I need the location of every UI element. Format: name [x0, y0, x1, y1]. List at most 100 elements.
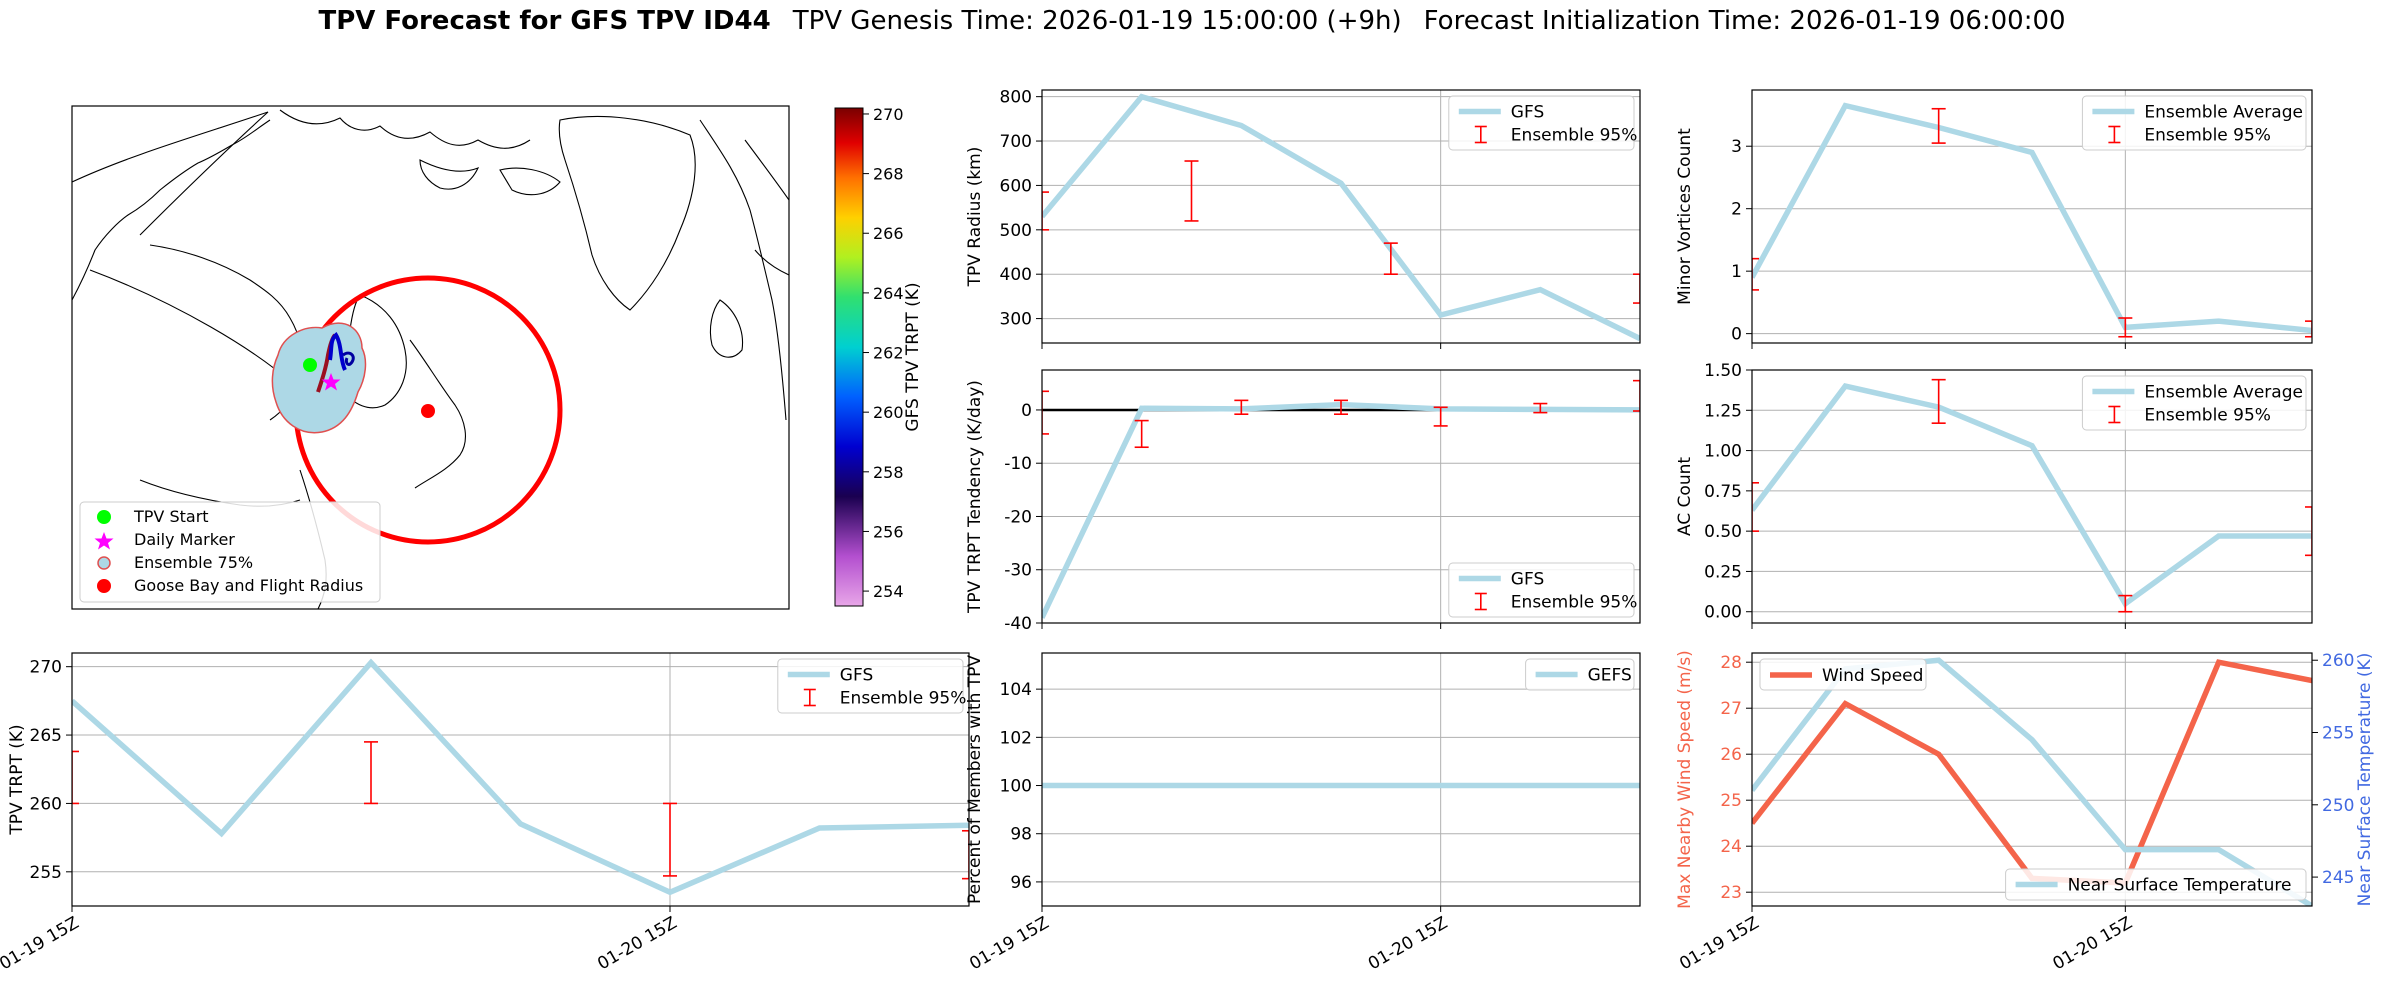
colorbar-gradient	[834, 107, 864, 607]
errorbar	[2305, 320, 2312, 338]
ytick-label: 98	[1010, 825, 1032, 845]
map-coast-northwest	[72, 119, 271, 301]
errorbar	[1752, 257, 1759, 291]
legend-goose-bay-label: Goose Bay and Flight Radius	[134, 576, 363, 595]
legend-label: GFS	[840, 666, 873, 686]
ytick-label: 2	[1731, 200, 1742, 220]
errorbar	[2305, 506, 2312, 557]
legend-label: Ensemble 95%	[2144, 126, 2271, 146]
legend-goose-bay-icon	[97, 579, 111, 593]
ytick-label: 1.25	[1704, 401, 1742, 421]
chart-wind-temperature: 23 24 25 26 27 28 01-19 15Z 01-20 15Z Max Nearby…	[1675, 650, 2375, 974]
y2tick-label: 255	[2322, 724, 2354, 744]
errorbar	[1234, 399, 1249, 416]
legend-label: Near Surface Temperature	[2068, 876, 2292, 896]
colorbar-tick-label: 260	[873, 403, 904, 422]
legend-daily-marker-label: Daily Marker	[134, 530, 235, 549]
ytick-label: 600	[1000, 176, 1032, 196]
errorbar	[663, 802, 677, 877]
ytick-label: 1	[1731, 262, 1742, 282]
map-panel: TPV Start Daily Marker Ensemble 75% Goos…	[71, 105, 790, 610]
legend-box	[1759, 658, 1927, 691]
map-boundary-arc	[139, 111, 269, 236]
plot-area	[1042, 93, 1640, 342]
ytick-label: 400	[1000, 265, 1032, 285]
errorbar	[1042, 191, 1049, 231]
errorbar	[1433, 406, 1448, 427]
legend-label: Ensemble 95%	[840, 689, 967, 709]
chart-trpt-tendency: -40 -30 -20 -10 0 TPV TRPT Tendency (K/day) GF…	[965, 369, 1641, 634]
tpv-track-late	[328, 331, 347, 371]
map-border-europe	[744, 139, 789, 201]
xtick-label: 01-19 15Z	[966, 913, 1052, 974]
colorbar-tick-label: 262	[873, 344, 904, 363]
legend-label: GFS	[1511, 103, 1544, 123]
ytick-label: -30	[1004, 561, 1032, 581]
ytick-label: 25	[1720, 791, 1742, 811]
series-line-gfs	[72, 658, 969, 896]
ytick-label: 23	[1720, 883, 1742, 903]
ytick-label: 700	[1000, 132, 1032, 152]
chart-legend: Near Surface Temperature	[2005, 868, 2307, 901]
ytick-label: -20	[1004, 507, 1032, 527]
plot-area	[1752, 102, 2312, 338]
map-boundary-arc	[72, 111, 269, 183]
ytick-label: 27	[1720, 699, 1742, 719]
colorbar-tick-label: 264	[873, 284, 904, 303]
chart-tpv-trpt: 255 260 265 270 01-19 15Z 01-20 15Z TPV TRPT (…	[0, 652, 970, 974]
tpv-track-loop	[342, 351, 355, 366]
colorbar-label: GFS TPV TRPT (K)	[903, 282, 923, 431]
errorbar	[1633, 273, 1640, 304]
errorbar	[1383, 242, 1398, 276]
errorbar	[962, 829, 969, 880]
map-greenland	[558, 116, 696, 311]
ytick-label: 255	[30, 863, 62, 883]
ytick-label: 1.50	[1704, 361, 1742, 381]
axes-frame	[1041, 652, 1641, 907]
ylabel: TPV TRPT (K)	[7, 724, 27, 835]
legend-ensemble-label: Ensemble 75%	[134, 553, 253, 572]
legend-label: Ensemble 95%	[2144, 406, 2271, 426]
ytick-label: 28	[1720, 653, 1742, 673]
ytick-label: 100	[1000, 777, 1032, 797]
ytick-label: 800	[1000, 88, 1032, 108]
chart-minor-vortices: 0 1 2 3 Minor Vortices Count Ensemble Average…	[1675, 89, 2313, 349]
legend-label: Ensemble Average	[2144, 383, 2303, 403]
ylabel: Minor Vortices Count	[1675, 128, 1695, 305]
legend-label: Ensemble Average	[2144, 103, 2303, 123]
chart-ac-count: 0.00 0.25 0.50 0.75 1.00 1.25 1.50 AC Count Ense…	[1675, 361, 2313, 629]
errorbar	[72, 750, 79, 805]
ytick-label: 270	[30, 658, 62, 678]
chart-legend: Ensemble Average Ensemble 95%	[2081, 375, 2307, 431]
map-legend: TPV Start Daily Marker Ensemble 75% Goos…	[79, 501, 381, 603]
errorbar	[1134, 419, 1149, 449]
axes-frame	[1751, 369, 2313, 624]
plot-area	[1752, 378, 2312, 613]
colorbar-tick-label: 266	[873, 224, 904, 243]
legend-label: Ensemble 95%	[1511, 126, 1638, 146]
tpv-start-marker	[303, 358, 317, 372]
colorbar-ticks: 254 256 258 260 262 264 266 268 270	[863, 105, 904, 601]
map-legend-box	[79, 501, 381, 603]
legend-ensemble-icon	[97, 556, 111, 570]
chart-legend: GFS Ensemble 95%	[1448, 95, 1638, 151]
legend-box	[1525, 658, 1635, 691]
colorbar-tick-label: 258	[873, 463, 904, 482]
legend-label: Ensemble 95%	[1511, 593, 1638, 613]
errorbar	[1633, 379, 1640, 412]
legend-tpv-start-label: TPV Start	[133, 507, 209, 526]
colorbar-tick-label: 270	[873, 105, 904, 124]
figure-title: TPV Forecast for GFS TPV ID44 TPV Genesis…	[0, 6, 2384, 36]
chart-legend: GFS Ensemble 95%	[777, 658, 967, 714]
errorbar	[1931, 107, 1946, 144]
map-island	[499, 167, 561, 196]
chart-tpv-radius: 300 400 500 600 700 800 TPV Radius (km) GFS Ense…	[965, 88, 1641, 349]
chart-percent-members: 96 98 100 102 104 01-19 15Z 01-20 15Z Percent o…	[965, 652, 1641, 974]
legend-box	[2005, 868, 2307, 901]
xtick-label: 01-20 15Z	[2050, 913, 2136, 974]
legend-label: GFS	[1511, 570, 1544, 590]
ytick-label: 265	[30, 726, 62, 746]
xtick-label: 01-19 15Z	[0, 913, 83, 974]
title-bold: TPV Forecast for GFS TPV ID44	[318, 6, 771, 36]
map-coast-labrador	[409, 339, 466, 489]
